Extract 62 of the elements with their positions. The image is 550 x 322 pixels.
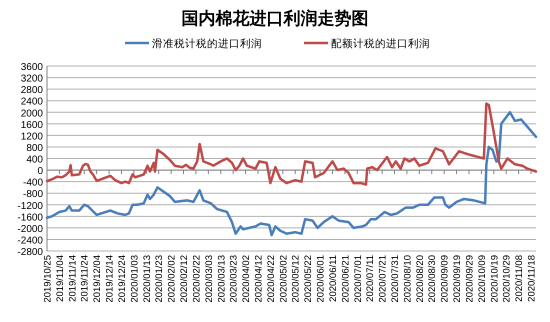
x-tick-label: 2020/10/09	[476, 255, 488, 303]
y-tick-label: -1200	[17, 200, 44, 212]
x-tick-label: 2020/04/12	[253, 255, 264, 303]
y-tick-label: 0	[37, 166, 44, 178]
x-tick-label: 2020/03/23	[228, 255, 240, 303]
x-tick-label: 2020/05/12	[290, 255, 302, 303]
x-tick-label: 2020/01/13	[142, 255, 153, 303]
y-tick-label: -2400	[17, 235, 44, 246]
x-tick-label: 2020/03/03	[204, 255, 215, 303]
y-tick-label: 3600	[20, 62, 44, 73]
legend-label: 配额计税的进口利润	[331, 37, 430, 50]
y-tick-label: -2800	[17, 247, 44, 258]
x-tick-label: 2020/08/10	[402, 255, 414, 303]
x-tick-label: 2020/09/19	[452, 255, 464, 303]
x-tick-label: 2020/05/22	[303, 255, 314, 303]
x-tick-label: 2020/07/01	[352, 255, 364, 303]
x-tick-label: 2019/12/24	[116, 255, 128, 303]
y-tick-label: -400	[22, 178, 44, 189]
x-tick-label: 2020/02/22	[191, 255, 202, 303]
x-tick-label: 2020/01/03	[129, 255, 140, 303]
x-tick-label: 2020/02/12	[179, 255, 190, 303]
y-tick-label: 400	[26, 154, 44, 166]
y-tick-label: -1600	[17, 212, 44, 224]
y-tick-label: 1600	[20, 120, 44, 131]
x-tick-label: 2020/05/02	[278, 255, 290, 303]
x-tick-label: 2020/07/21	[378, 255, 389, 303]
x-tick-label: 2020/04/02	[241, 255, 252, 303]
line-series	[46, 102, 538, 186]
x-tick-label: 2020/08/20	[414, 255, 426, 303]
x-tick-label: 2020/03/13	[216, 255, 228, 303]
y-tick-label: 1200	[20, 131, 44, 142]
x-tick-label: 2020/11/18	[526, 255, 538, 302]
y-tick-label: -800	[22, 189, 44, 200]
y-tick-label: 2800	[20, 85, 44, 96]
x-tick-label: 2019/11/24	[80, 255, 91, 302]
x-tick-label: 2020/01/23	[154, 255, 166, 303]
x-tick-label: 2019/11/04	[54, 255, 66, 302]
y-tick-label: -2000	[17, 224, 44, 235]
x-tick-label: 2020/04/22	[266, 255, 277, 303]
x-tick-label: 2020/07/31	[390, 255, 402, 303]
x-tick-label: 2020/10/19	[489, 255, 500, 303]
chart-title: 国内棉花进口利润走势图	[182, 9, 368, 28]
x-tick-label: 2020/06/01	[316, 255, 327, 303]
y-tick-label: 3200	[20, 74, 44, 85]
legend-label: 滑准税计税的进口利润	[152, 37, 262, 50]
line-series	[46, 111, 538, 236]
x-tick-label: 2020/06/21	[340, 255, 352, 303]
x-tick-label: 2019/11/14	[67, 255, 78, 302]
x-tick-label: 2020/02/02	[166, 255, 178, 303]
x-tick-label: 2020/06/11	[328, 255, 339, 302]
x-tick-label: 2019/12/14	[104, 255, 116, 303]
x-tick-label: 2019/10/25	[42, 255, 54, 303]
x-tick-label: 2020/11/08	[514, 255, 526, 302]
x-tick-label: 2020/09/09	[440, 255, 451, 303]
x-tick-label: 2019/12/04	[92, 255, 104, 303]
x-tick-label: 2020/09/29	[464, 255, 476, 303]
x-tick-label: 2020/10/29	[502, 255, 513, 303]
y-tick-label: 2000	[20, 108, 44, 120]
x-tick-label: 2020/08/30	[427, 255, 438, 303]
y-tick-label: 2400	[20, 96, 44, 108]
y-tick-label: 800	[26, 142, 44, 154]
x-tick-label: 2020/07/11	[365, 255, 376, 302]
